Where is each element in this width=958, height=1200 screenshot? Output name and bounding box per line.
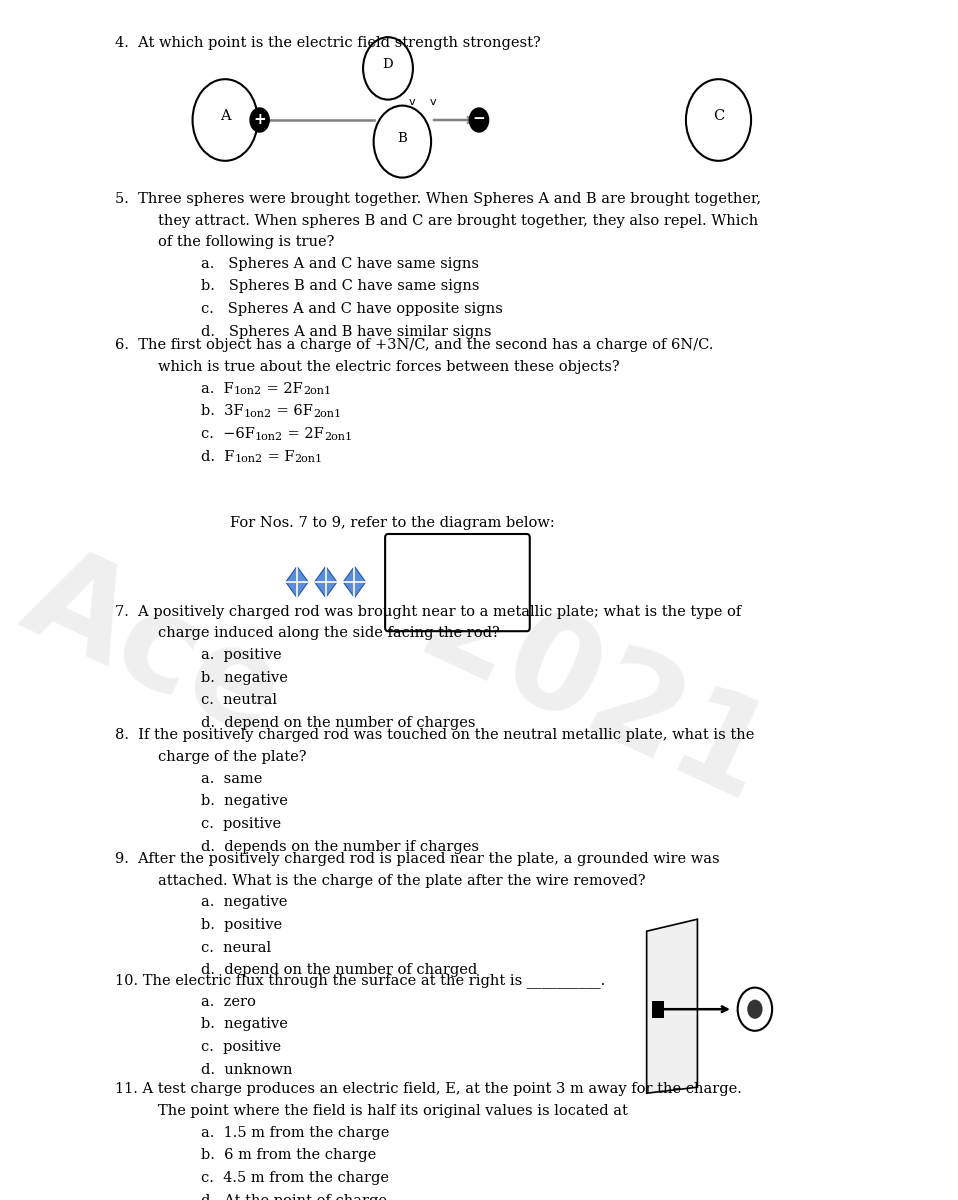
Text: c.   Spheres A and C have opposite signs: c. Spheres A and C have opposite signs: [201, 302, 503, 316]
Text: 1on2: 1on2: [255, 432, 284, 442]
Text: d.  unknown: d. unknown: [201, 1063, 293, 1076]
Text: 11. A test charge produces an electric field, E, at the point 3 m away for the c: 11. A test charge produces an electric f…: [115, 1082, 741, 1097]
Text: The point where the field is half its original values is located at: The point where the field is half its or…: [158, 1104, 627, 1118]
Text: b.  3F: b. 3F: [201, 404, 243, 419]
Text: b.  6 m from the charge: b. 6 m from the charge: [201, 1148, 376, 1163]
Text: 2on1: 2on1: [324, 432, 352, 442]
Text: 9.  After the positively charged rod is placed near the plate, a grounded wire w: 9. After the positively charged rod is p…: [115, 852, 719, 866]
Text: 1on2: 1on2: [235, 455, 262, 464]
Text: 10. The electric flux through the surface at the right is __________.: 10. The electric flux through the surfac…: [115, 973, 605, 988]
Text: b.  negative: b. negative: [201, 671, 288, 685]
FancyBboxPatch shape: [385, 534, 530, 631]
Text: b.  negative: b. negative: [201, 794, 288, 809]
Bar: [652, 1001, 664, 1018]
Polygon shape: [343, 566, 366, 598]
Text: d.  F: d. F: [201, 450, 235, 463]
Text: −: −: [749, 1001, 761, 1015]
Text: b.   Spheres B and C have same signs: b. Spheres B and C have same signs: [201, 280, 480, 294]
Text: a.  zero: a. zero: [201, 995, 256, 1009]
Text: a.   Spheres A and C have same signs: a. Spheres A and C have same signs: [201, 257, 479, 271]
Circle shape: [250, 108, 269, 132]
Text: −: −: [472, 112, 486, 126]
Polygon shape: [647, 919, 697, 1093]
Text: d.  depend on the number of charges: d. depend on the number of charges: [201, 716, 476, 730]
Text: c.  positive: c. positive: [201, 1040, 282, 1054]
Text: b.  positive: b. positive: [201, 918, 283, 932]
Circle shape: [469, 108, 489, 132]
Polygon shape: [285, 566, 308, 598]
Text: 7.  A positively charged rod was brought near to a metallic plate; what is the t: 7. A positively charged rod was brought …: [115, 605, 741, 619]
Text: d.   Spheres A and B have similar signs: d. Spheres A and B have similar signs: [201, 325, 491, 338]
Text: v: v: [409, 97, 415, 107]
Text: c.  neural: c. neural: [201, 941, 271, 954]
Text: 2on1: 2on1: [313, 409, 341, 419]
Text: a.  positive: a. positive: [201, 648, 282, 662]
Text: v: v: [430, 97, 436, 107]
Polygon shape: [314, 566, 337, 598]
Circle shape: [747, 1000, 763, 1019]
Text: a.  F: a. F: [201, 382, 234, 396]
Text: they attract. When spheres B and C are brought together, they also repel. Which: they attract. When spheres B and C are b…: [158, 214, 759, 228]
Text: c.  neutral: c. neutral: [201, 694, 277, 707]
Text: charge of the plate?: charge of the plate?: [158, 750, 307, 764]
Text: A: A: [219, 109, 231, 124]
Text: c.  4.5 m from the charge: c. 4.5 m from the charge: [201, 1171, 389, 1184]
Text: D: D: [382, 59, 394, 71]
Text: b.  negative: b. negative: [201, 1018, 288, 1032]
Text: B: B: [398, 132, 407, 144]
Text: For Nos. 7 to 9, refer to the diagram below:: For Nos. 7 to 9, refer to the diagram be…: [230, 516, 555, 530]
Text: which is true about the electric forces between these objects?: which is true about the electric forces …: [158, 360, 620, 374]
Text: Ace: Ace: [4, 534, 303, 762]
Text: = 2F: = 2F: [284, 427, 324, 440]
Text: charge induced along the side facing the rod?: charge induced along the side facing the…: [158, 626, 500, 641]
Text: 6.  The first object has a charge of +3N/C, and the second has a charge of 6N/C.: 6. The first object has a charge of +3N/…: [115, 338, 714, 353]
Text: 1on2: 1on2: [234, 386, 262, 396]
Text: 4.  At which point is the electric field strength strongest?: 4. At which point is the electric field …: [115, 36, 540, 50]
Text: = 6F: = 6F: [272, 404, 313, 419]
Text: 2021: 2021: [400, 560, 787, 832]
Text: d.  At the point of charge: d. At the point of charge: [201, 1194, 387, 1200]
Text: 8.  If the positively charged rod was touched on the neutral metallic plate, wha: 8. If the positively charged rod was tou…: [115, 728, 754, 743]
Text: +: +: [253, 113, 266, 127]
Text: = F: = F: [262, 450, 294, 463]
Text: a.  same: a. same: [201, 772, 262, 786]
Text: a.  negative: a. negative: [201, 895, 287, 910]
Text: d.  depends on the number if charges: d. depends on the number if charges: [201, 840, 479, 853]
Text: of the following is true?: of the following is true?: [158, 235, 334, 250]
Text: 5.  Three spheres were brought together. When Spheres A and B are brought togeth: 5. Three spheres were brought together. …: [115, 192, 761, 206]
Text: attached. What is the charge of the plate after the wire removed?: attached. What is the charge of the plat…: [158, 874, 646, 888]
Text: c.  positive: c. positive: [201, 817, 282, 830]
Text: a.  1.5 m from the charge: a. 1.5 m from the charge: [201, 1126, 390, 1140]
Text: d.  depend on the number of charged: d. depend on the number of charged: [201, 964, 477, 977]
Text: 1on2: 1on2: [243, 409, 272, 419]
Text: 2on1: 2on1: [303, 386, 331, 396]
Text: = 2F: = 2F: [262, 382, 303, 396]
Text: C: C: [713, 109, 724, 124]
Text: 2on1: 2on1: [294, 455, 322, 464]
Text: c.  −6F: c. −6F: [201, 427, 255, 440]
